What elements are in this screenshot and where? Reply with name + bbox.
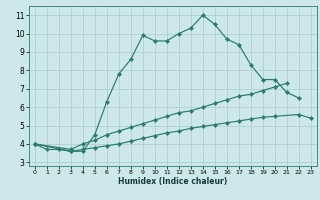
X-axis label: Humidex (Indice chaleur): Humidex (Indice chaleur) [118,177,228,186]
